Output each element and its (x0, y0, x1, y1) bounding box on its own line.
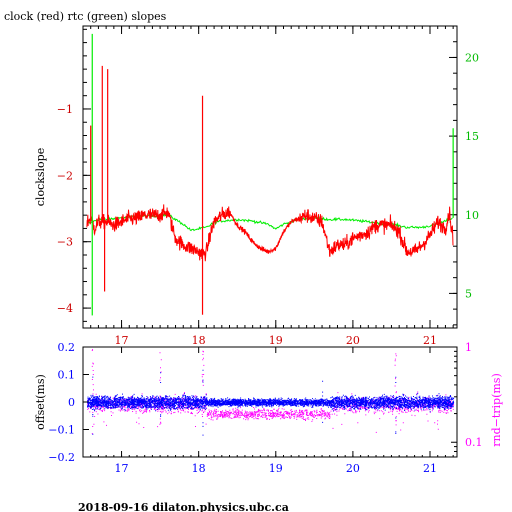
y-tick-label: −2 (57, 169, 73, 182)
slopes-data (86, 33, 454, 316)
y2-tick-label: 1 (465, 341, 472, 354)
x-tick-label: 21 (423, 334, 437, 347)
y-axis-label: clockslope (34, 148, 47, 206)
clock-slope-line (86, 204, 454, 262)
y2-tick-label: 0.1 (465, 436, 483, 449)
y2-tick-label: 20 (465, 51, 479, 64)
offset-data (86, 349, 455, 436)
y-tick-label: −0.2 (48, 451, 75, 464)
offset-points (87, 369, 455, 436)
y-tick-label: −1 (57, 103, 73, 116)
x-tick-label: 19 (269, 334, 283, 347)
y-tick-label: −0.1 (48, 424, 75, 437)
x-tick-label: 18 (192, 462, 206, 475)
x-tick-label: 17 (115, 462, 129, 475)
offset-plot: 17 18 19 20 21 0.2 0.1 0 −0.1 −0.2 1 0.1 offset(ms) r… (34, 341, 503, 475)
x-tick-label: 20 (346, 334, 360, 347)
plot-frame (82, 25, 458, 329)
x-tick-label: 19 (269, 462, 283, 475)
y-tick-label: 0 (68, 396, 75, 409)
footer-label: 2018-09-16 dilaton.physics.ubc.ca (78, 501, 289, 512)
y-axis-label: offset(ms) (34, 374, 47, 430)
y2-tick-label: 10 (465, 209, 479, 222)
chart-title: clock (red) rtc (green) slopes (4, 10, 167, 23)
y-tick-label: −4 (57, 302, 73, 315)
x-tick-label: 21 (423, 462, 437, 475)
y2-tick-label: 15 (465, 130, 479, 143)
rndtrip-points (86, 349, 455, 435)
y-tick-label: −3 (57, 236, 73, 249)
slopes-plot: 17 18 19 20 21 −1 −2 −3 −4 5 10 15 20 clockslope (34, 25, 479, 347)
x-tick-label: 18 (192, 334, 206, 347)
y2-tick-label: 5 (465, 287, 472, 300)
x-tick-label: 17 (115, 334, 129, 347)
y2-axis-label: rnd−trip(ms) (490, 373, 503, 447)
y-tick-label: 0.1 (58, 369, 76, 382)
x-tick-label: 20 (346, 462, 360, 475)
y-tick-label: 0.2 (58, 341, 76, 354)
